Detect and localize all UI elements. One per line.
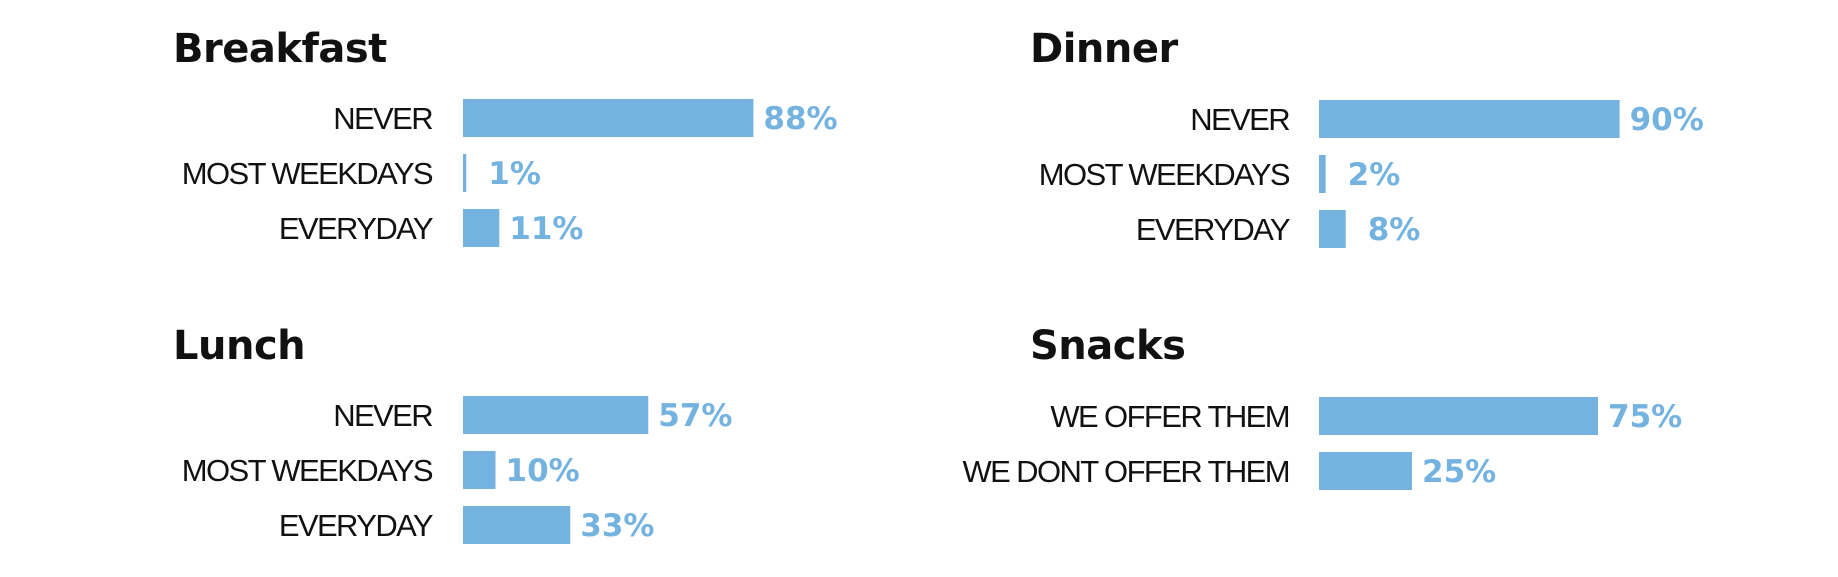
bar <box>1319 100 1620 138</box>
bar <box>1319 397 1598 435</box>
category-label: NEVER <box>333 398 432 433</box>
bar <box>463 209 500 247</box>
value-label: 11% <box>509 211 583 247</box>
bar <box>463 451 496 489</box>
bar <box>463 396 649 434</box>
category-label: EVERYDAY <box>279 508 433 543</box>
value-label: 75% <box>1608 399 1682 435</box>
chart-lunch: Lunch NEVER 57% MOST WEEKDAYS 10% EVERYDAY 33… <box>173 323 732 544</box>
value-label: 10% <box>506 453 580 489</box>
category-label: MOST WEEKDAYS <box>182 156 433 191</box>
bar <box>463 154 467 192</box>
bar <box>463 99 754 137</box>
value-label: 88% <box>763 101 837 137</box>
category-label: NEVER <box>1190 102 1289 137</box>
value-label: 2% <box>1348 157 1401 193</box>
category-label: EVERYDAY <box>1136 212 1290 247</box>
bar <box>1319 155 1326 193</box>
value-label: 25% <box>1422 454 1496 490</box>
chart-breakfast: Breakfast NEVER 88% MOST WEEKDAYS 1% EVERYDA… <box>173 26 838 247</box>
value-label: 33% <box>580 508 654 544</box>
category-label: MOST WEEKDAYS <box>182 453 433 488</box>
chart-title: Dinner <box>1030 26 1178 72</box>
category-label: WE OFFER THEM <box>1050 399 1289 434</box>
chart-snacks: Snacks WE OFFER THEM 75% WE DONT OFFER THE… <box>962 323 1682 490</box>
category-label: NEVER <box>333 101 432 136</box>
category-label: EVERYDAY <box>279 211 433 246</box>
bar <box>1319 210 1346 248</box>
chart-title: Snacks <box>1030 323 1185 369</box>
chart-title: Lunch <box>173 323 305 369</box>
chart-dinner: Dinner NEVER 90% MOST WEEKDAYS 2% EVERYDAY 8% <box>1030 26 1704 248</box>
value-label: 57% <box>658 398 732 434</box>
value-label: 1% <box>488 156 541 192</box>
value-label: 90% <box>1630 102 1704 138</box>
value-label: 8% <box>1368 212 1421 248</box>
bar <box>1319 452 1412 490</box>
bar <box>463 506 571 544</box>
category-label: WE DONT OFFER THEM <box>962 454 1289 489</box>
category-label: MOST WEEKDAYS <box>1039 157 1290 192</box>
chart-title: Breakfast <box>173 26 387 72</box>
